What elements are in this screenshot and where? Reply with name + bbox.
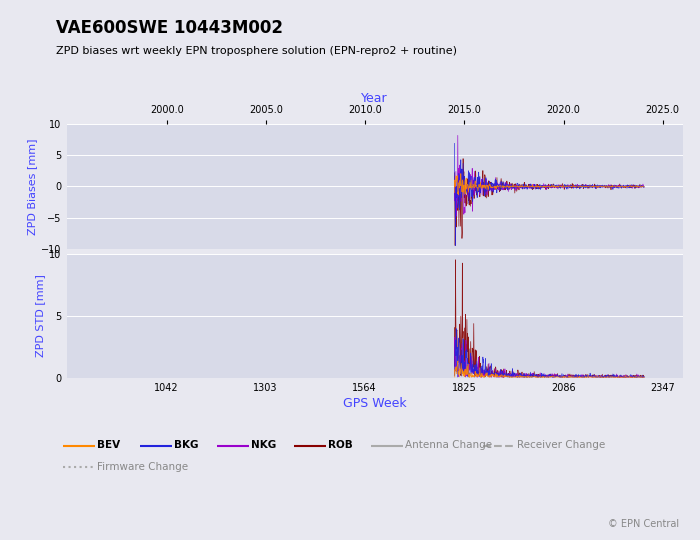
Y-axis label: ZPD STD [mm]: ZPD STD [mm] <box>35 274 46 357</box>
Text: Firmware Change: Firmware Change <box>97 462 188 472</box>
Text: ZPD biases wrt weekly EPN troposphere solution (EPN-repro2 + routine): ZPD biases wrt weekly EPN troposphere so… <box>56 46 457 56</box>
Text: VAE600SWE 10443M002: VAE600SWE 10443M002 <box>56 19 283 37</box>
Y-axis label: ZPD Biases [mm]: ZPD Biases [mm] <box>27 138 37 235</box>
X-axis label: Year: Year <box>361 92 388 105</box>
Text: © EPN Central: © EPN Central <box>608 519 679 529</box>
Text: Receiver Change: Receiver Change <box>517 441 605 450</box>
Text: Antenna Change: Antenna Change <box>405 441 491 450</box>
Text: ROB: ROB <box>328 441 352 450</box>
X-axis label: GPS Week: GPS Week <box>343 397 406 410</box>
Text: BKG: BKG <box>174 441 198 450</box>
Text: NKG: NKG <box>251 441 276 450</box>
Text: BEV: BEV <box>97 441 120 450</box>
